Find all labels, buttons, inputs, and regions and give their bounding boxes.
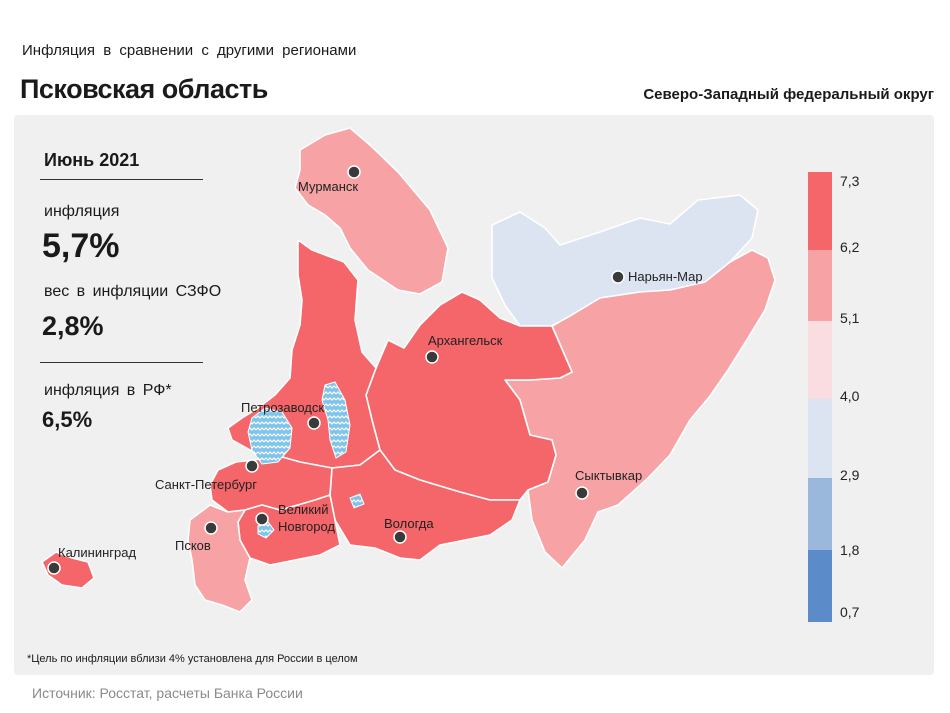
district-name: Северо-Западный федеральный округ <box>643 86 934 103</box>
city-marker-petrozavodsk <box>307 416 321 430</box>
city-label-vologda: Вологда <box>384 516 434 531</box>
city-marker-syktyvkar <box>575 486 589 500</box>
lake-ladoga <box>247 407 293 465</box>
city-marker-murmansk <box>347 165 361 179</box>
divider <box>40 179 203 180</box>
city-marker-naryan-mar <box>611 270 625 284</box>
lake-beloye <box>349 493 365 509</box>
city-marker-novgorod <box>255 512 269 526</box>
page-title: Псковская область <box>20 74 268 104</box>
city-label-petrozavodsk: Петрозаводск <box>241 400 324 415</box>
lake-onega <box>321 381 351 459</box>
legend-swatch <box>808 550 832 622</box>
legend-swatch <box>808 399 832 478</box>
source-note: Источник: Росстат, расчеты Банка России <box>32 685 303 701</box>
color-legend: 7,3 6,2 5,1 4,0 2,9 1,8 0,7 <box>808 172 860 622</box>
legend-swatch <box>808 321 832 399</box>
weight-value: 2,8% <box>42 311 104 341</box>
footnote: *Цель по инфляции вблизи 4% установлена … <box>27 653 358 665</box>
city-label-kaliningrad: Калининград <box>58 545 136 560</box>
city-label-novgorod-1: Великий <box>278 502 329 517</box>
legend-tick: 7,3 <box>840 173 860 189</box>
weight-label: вес в инфляции СЗФО <box>44 283 222 300</box>
city-marker-spb <box>245 459 259 473</box>
city-marker-arkhangelsk <box>425 350 439 364</box>
legend-swatch <box>808 172 832 250</box>
region-kaliningrad <box>41 551 95 589</box>
city-label-spb: Санкт-Петербург <box>155 477 257 492</box>
city-label-murmansk: Мурманск <box>298 179 358 194</box>
subtitle: Инфляция в сравнении с другими регионами <box>22 42 357 59</box>
city-label-pskov: Псков <box>175 538 211 553</box>
legend-tick: 6,2 <box>840 239 860 255</box>
region-vologda <box>329 449 521 561</box>
region-murmansk <box>294 127 449 295</box>
inflation-label: инфляция <box>44 203 120 220</box>
city-label-novgorod-2: Новгород <box>278 519 335 534</box>
legend-swatch <box>808 250 832 321</box>
legend-tick: 0,7 <box>840 604 860 620</box>
divider <box>40 362 203 363</box>
legend-swatch <box>808 478 832 550</box>
city-marker-vologda <box>393 530 407 544</box>
city-marker-kaliningrad <box>47 561 61 575</box>
legend-tick: 5,1 <box>840 310 860 326</box>
city-marker-pskov <box>204 521 218 535</box>
legend-tick: 1,8 <box>840 542 860 558</box>
city-label-naryan-mar: Нарьян-Мар <box>628 269 703 284</box>
city-label-arkhangelsk: Архангельск <box>428 333 503 348</box>
city-label-syktyvkar: Сыктывкар <box>575 468 642 483</box>
legend-tick: 2,9 <box>840 467 860 483</box>
region-pskov <box>187 504 253 613</box>
legend-tick: 4,0 <box>840 388 860 404</box>
inflation-value: 5,7% <box>42 227 120 265</box>
rf-inflation-value: 6,5% <box>42 407 93 432</box>
period-label: Июнь 2021 <box>44 150 140 170</box>
rf-inflation-label: инфляция в РФ* <box>44 382 172 399</box>
